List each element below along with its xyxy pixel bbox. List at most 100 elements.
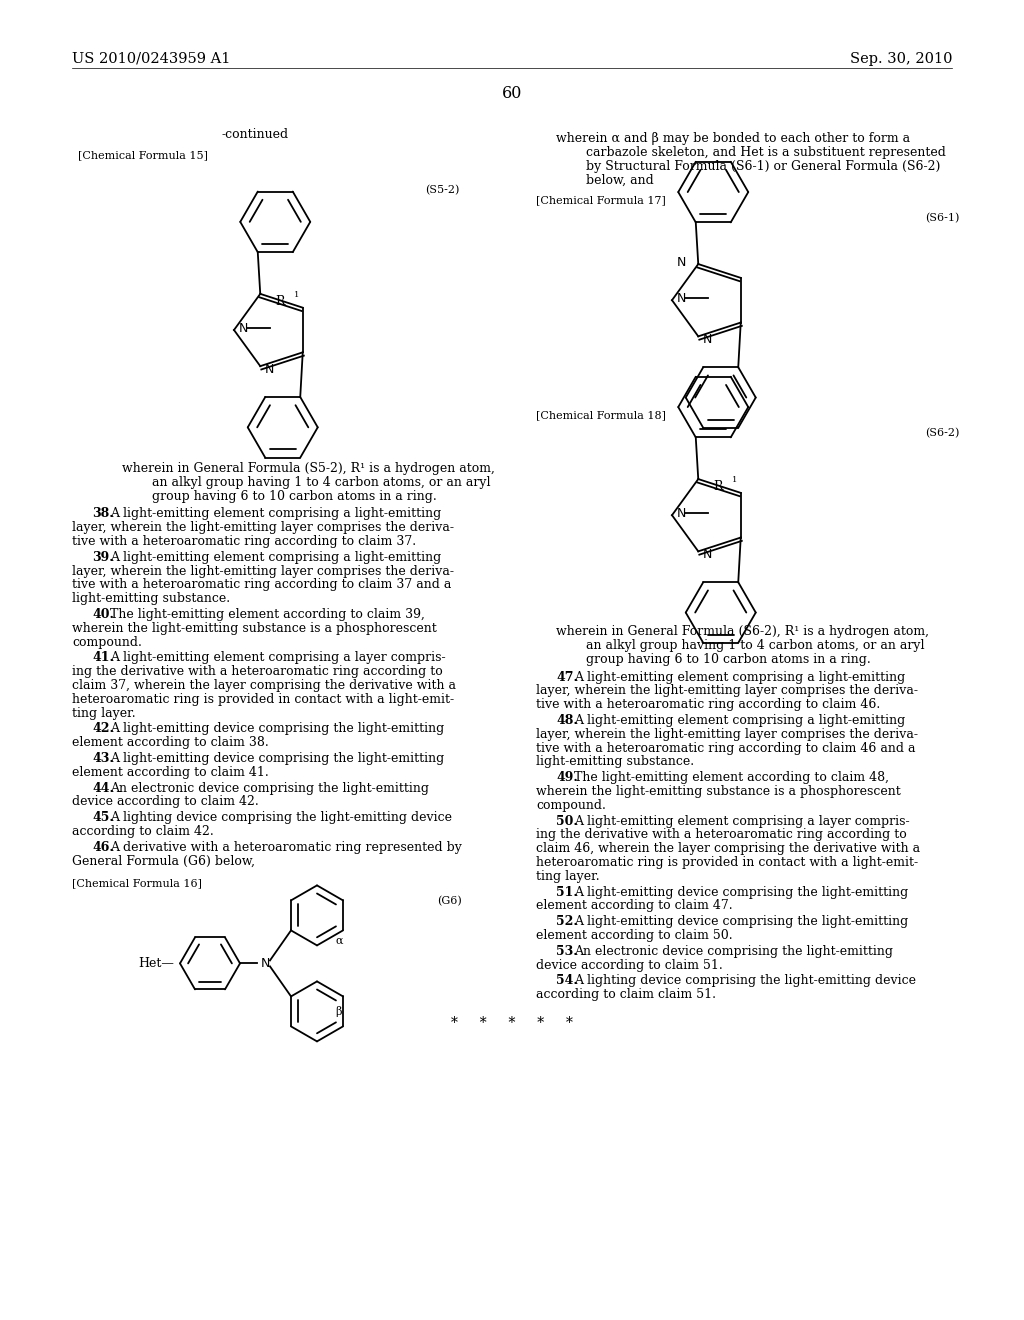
Text: tive with a heteroaromatic ring according to claim 37.: tive with a heteroaromatic ring accordin…: [72, 535, 416, 548]
Text: ting layer.: ting layer.: [536, 870, 600, 883]
Text: General Formula (G6) below,: General Formula (G6) below,: [72, 854, 255, 867]
Text: An electronic device comprising the light-emitting: An electronic device comprising the ligh…: [574, 945, 893, 958]
Text: (S5-2): (S5-2): [426, 185, 460, 195]
Text: tive with a heteroaromatic ring according to claim 37 and a: tive with a heteroaromatic ring accordin…: [72, 578, 452, 591]
Text: A lighting device comprising the light-emitting device: A lighting device comprising the light-e…: [574, 974, 916, 987]
Text: light-emitting substance.: light-emitting substance.: [72, 593, 230, 605]
Text: α: α: [335, 936, 342, 945]
Text: A lighting device comprising the light-emitting device: A lighting device comprising the light-e…: [110, 812, 452, 824]
Text: claim 37, wherein the layer comprising the derivative with a: claim 37, wherein the layer comprising t…: [72, 678, 456, 692]
Text: 48.: 48.: [556, 714, 578, 727]
Text: (G6): (G6): [437, 896, 462, 907]
Text: 40.: 40.: [92, 609, 114, 620]
Text: The light-emitting element according to claim 39,: The light-emitting element according to …: [110, 609, 425, 620]
Text: tive with a heteroaromatic ring according to claim 46 and a: tive with a heteroaromatic ring accordin…: [536, 742, 915, 755]
Text: The light-emitting element according to claim 48,: The light-emitting element according to …: [574, 771, 889, 784]
Text: device according to claim 42.: device according to claim 42.: [72, 796, 259, 808]
Text: according to claim 42.: according to claim 42.: [72, 825, 214, 838]
Text: wherein α and β may be bonded to each other to form a: wherein α and β may be bonded to each ot…: [556, 132, 910, 145]
Text: N: N: [239, 322, 249, 334]
Text: element according to claim 47.: element according to claim 47.: [536, 899, 732, 912]
Text: *     *     *     *     *: * * * * *: [451, 1016, 573, 1030]
Text: N: N: [677, 292, 686, 305]
Text: A light-emitting device comprising the light-emitting: A light-emitting device comprising the l…: [574, 886, 908, 899]
Text: 42.: 42.: [92, 722, 114, 735]
Text: 44.: 44.: [92, 781, 114, 795]
Text: N: N: [677, 256, 686, 268]
Text: 50.: 50.: [556, 814, 578, 828]
Text: 46.: 46.: [92, 841, 114, 854]
Text: A light-emitting device comprising the light-emitting: A light-emitting device comprising the l…: [110, 752, 444, 766]
Text: claim 46, wherein the layer comprising the derivative with a: claim 46, wherein the layer comprising t…: [536, 842, 921, 855]
Text: by Structural Formula (S6-1) or General Formula (S6-2): by Structural Formula (S6-1) or General …: [586, 160, 940, 173]
Text: according to claim claim 51.: according to claim claim 51.: [536, 989, 716, 1001]
Text: heteroaromatic ring is provided in contact with a light-emit-: heteroaromatic ring is provided in conta…: [536, 855, 919, 869]
Text: element according to claim 41.: element according to claim 41.: [72, 766, 268, 779]
Text: A light-emitting element comprising a light-emitting: A light-emitting element comprising a li…: [574, 714, 905, 727]
Text: 41.: 41.: [92, 651, 114, 664]
Text: Het—: Het—: [138, 957, 174, 970]
Text: 1: 1: [294, 290, 299, 298]
Text: wherein the light-emitting substance is a phosphorescent: wherein the light-emitting substance is …: [72, 622, 437, 635]
Text: -continued: -continued: [221, 128, 289, 141]
Text: A light-emitting device comprising the light-emitting: A light-emitting device comprising the l…: [110, 722, 444, 735]
Text: carbazole skeleton, and Het is a substituent represented: carbazole skeleton, and Het is a substit…: [586, 145, 946, 158]
Text: wherein the light-emitting substance is a phosphorescent: wherein the light-emitting substance is …: [536, 785, 901, 799]
Text: 38.: 38.: [92, 507, 114, 520]
Text: layer, wherein the light-emitting layer comprises the deriva-: layer, wherein the light-emitting layer …: [72, 521, 454, 535]
Text: compound.: compound.: [536, 799, 606, 812]
Text: layer, wherein the light-emitting layer comprises the deriva-: layer, wherein the light-emitting layer …: [536, 684, 918, 697]
Text: group having 6 to 10 carbon atoms in a ring.: group having 6 to 10 carbon atoms in a r…: [586, 653, 870, 665]
Text: ting layer.: ting layer.: [72, 706, 135, 719]
Text: 47.: 47.: [556, 671, 578, 684]
Text: 43.: 43.: [92, 752, 114, 766]
Text: tive with a heteroaromatic ring according to claim 46.: tive with a heteroaromatic ring accordin…: [536, 698, 881, 711]
Text: 53.: 53.: [556, 945, 578, 958]
Text: US 2010/0243959 A1: US 2010/0243959 A1: [72, 51, 230, 66]
Text: layer, wherein the light-emitting layer comprises the deriva-: layer, wherein the light-emitting layer …: [536, 727, 918, 741]
Text: wherein in General Formula (S6-2), R¹ is a hydrogen atom,: wherein in General Formula (S6-2), R¹ is…: [556, 626, 929, 638]
Text: 52.: 52.: [556, 915, 578, 928]
Text: 60: 60: [502, 84, 522, 102]
Text: (S6-2): (S6-2): [926, 428, 961, 438]
Text: 54.: 54.: [556, 974, 578, 987]
Text: A derivative with a heteroaromatic ring represented by: A derivative with a heteroaromatic ring …: [110, 841, 462, 854]
Text: 51.: 51.: [556, 886, 578, 899]
Text: N: N: [702, 333, 712, 346]
Text: [Chemical Formula 15]: [Chemical Formula 15]: [78, 150, 208, 160]
Text: N: N: [264, 363, 273, 376]
Text: device according to claim 51.: device according to claim 51.: [536, 958, 723, 972]
Text: N: N: [677, 507, 686, 520]
Text: A light-emitting element comprising a light-emitting: A light-emitting element comprising a li…: [110, 507, 441, 520]
Text: (S6-1): (S6-1): [926, 214, 961, 223]
Text: 45.: 45.: [92, 812, 114, 824]
Text: A light-emitting element comprising a layer compris-: A light-emitting element comprising a la…: [110, 651, 445, 664]
Text: A light-emitting element comprising a light-emitting: A light-emitting element comprising a li…: [574, 671, 905, 684]
Text: heteroaromatic ring is provided in contact with a light-emit-: heteroaromatic ring is provided in conta…: [72, 693, 454, 706]
Text: light-emitting substance.: light-emitting substance.: [536, 755, 694, 768]
Text: A light-emitting element comprising a light-emitting: A light-emitting element comprising a li…: [110, 550, 441, 564]
Text: 39.: 39.: [92, 550, 114, 564]
Text: wherein in General Formula (S5-2), R¹ is a hydrogen atom,: wherein in General Formula (S5-2), R¹ is…: [122, 462, 495, 475]
Text: 49.: 49.: [556, 771, 578, 784]
Text: [Chemical Formula 18]: [Chemical Formula 18]: [536, 411, 666, 420]
Text: An electronic device comprising the light-emitting: An electronic device comprising the ligh…: [110, 781, 429, 795]
Text: N: N: [260, 957, 269, 970]
Text: group having 6 to 10 carbon atoms in a ring.: group having 6 to 10 carbon atoms in a r…: [152, 490, 437, 503]
Text: R: R: [275, 296, 285, 308]
Text: element according to claim 50.: element according to claim 50.: [536, 929, 732, 942]
Text: layer, wherein the light-emitting layer comprises the deriva-: layer, wherein the light-emitting layer …: [72, 565, 454, 578]
Text: an alkyl group having 1 to 4 carbon atoms, or an aryl: an alkyl group having 1 to 4 carbon atom…: [152, 475, 490, 488]
Text: N: N: [702, 548, 712, 561]
Text: Sep. 30, 2010: Sep. 30, 2010: [850, 51, 952, 66]
Text: A light-emitting device comprising the light-emitting: A light-emitting device comprising the l…: [574, 915, 908, 928]
Text: ing the derivative with a heteroaromatic ring according to: ing the derivative with a heteroaromatic…: [536, 829, 906, 841]
Text: [Chemical Formula 16]: [Chemical Formula 16]: [72, 878, 202, 888]
Text: 1: 1: [732, 477, 737, 484]
Text: ing the derivative with a heteroaromatic ring according to: ing the derivative with a heteroaromatic…: [72, 665, 442, 678]
Text: R: R: [714, 480, 723, 494]
Text: an alkyl group having 1 to 4 carbon atoms, or an aryl: an alkyl group having 1 to 4 carbon atom…: [586, 639, 925, 652]
Text: compound.: compound.: [72, 636, 142, 648]
Text: A light-emitting element comprising a layer compris-: A light-emitting element comprising a la…: [574, 814, 909, 828]
Text: below, and: below, and: [586, 173, 653, 186]
